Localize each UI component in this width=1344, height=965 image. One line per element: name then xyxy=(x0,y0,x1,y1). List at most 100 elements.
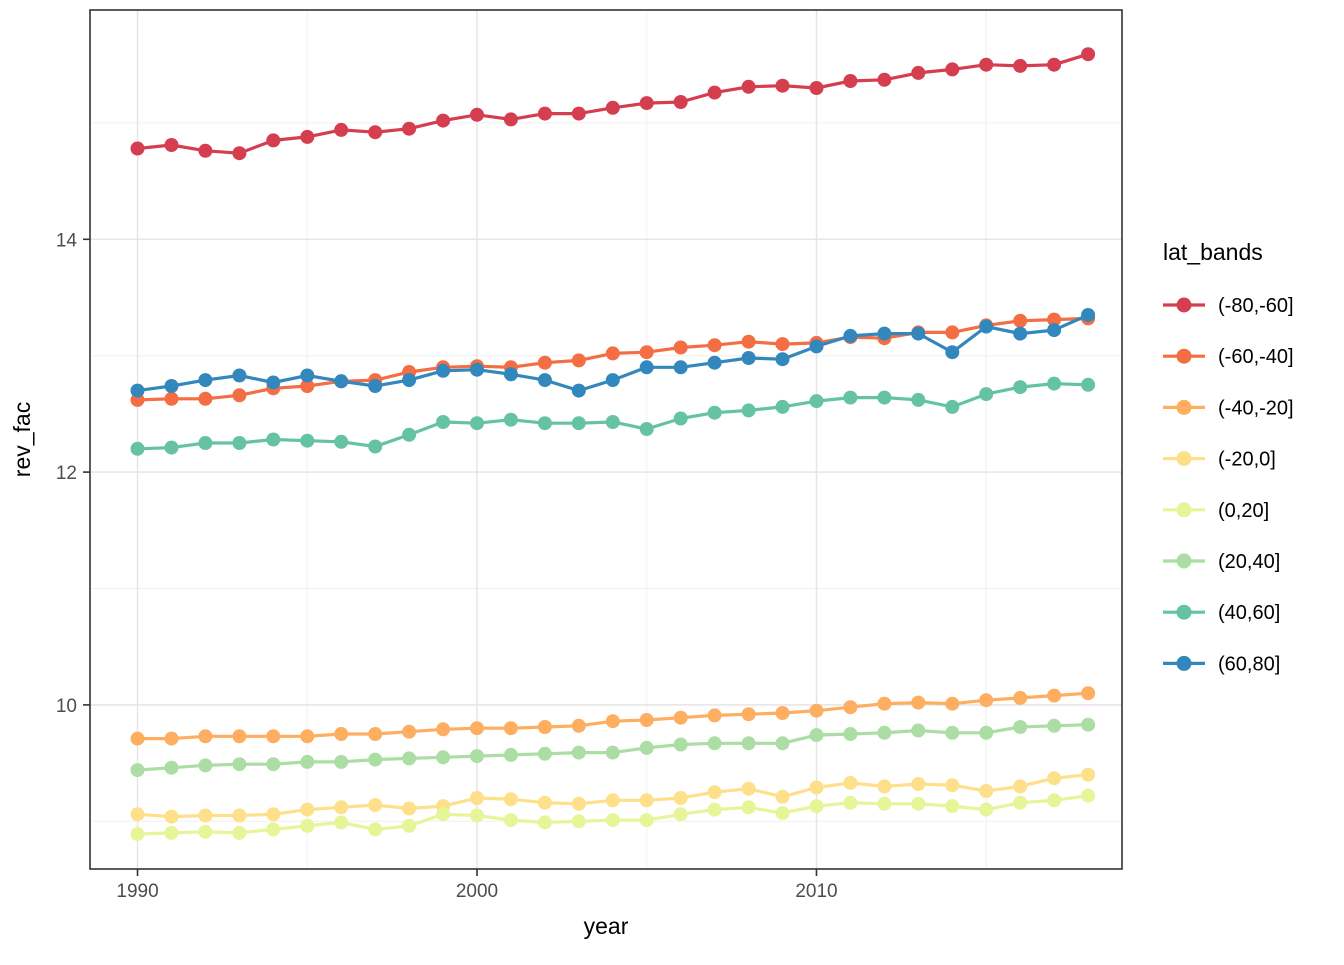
data-point xyxy=(1013,690,1028,705)
x-tick-label: 2000 xyxy=(456,881,498,902)
data-point xyxy=(503,112,518,127)
data-point xyxy=(470,362,484,377)
y-tick-label: 10 xyxy=(56,696,77,717)
data-point xyxy=(945,799,960,814)
legend-key-point xyxy=(1176,502,1192,518)
data-point xyxy=(741,334,756,349)
data-point xyxy=(232,368,247,383)
data-point xyxy=(130,807,145,822)
data-point xyxy=(470,808,484,823)
data-point xyxy=(605,745,620,760)
data-point xyxy=(775,736,790,751)
data-point xyxy=(402,121,417,136)
data-point xyxy=(741,403,756,418)
data-point xyxy=(1081,767,1096,782)
data-point xyxy=(809,780,824,795)
data-point xyxy=(877,796,892,811)
data-point xyxy=(571,745,586,760)
data-point xyxy=(911,65,926,80)
data-point xyxy=(537,373,552,388)
data-point xyxy=(402,724,417,739)
legend-key-point xyxy=(1176,297,1192,313)
data-point xyxy=(402,427,417,442)
data-point xyxy=(775,706,790,720)
data-point xyxy=(673,95,688,109)
data-point xyxy=(164,391,179,406)
data-point xyxy=(809,394,824,409)
data-point xyxy=(843,727,858,741)
data-point xyxy=(741,351,756,365)
data-point xyxy=(1013,779,1028,794)
data-point xyxy=(911,723,926,738)
data-point xyxy=(232,757,247,772)
data-point xyxy=(266,822,281,837)
data-point xyxy=(741,79,756,94)
data-point xyxy=(402,801,417,816)
legend-key-point xyxy=(1176,399,1192,415)
data-point xyxy=(368,752,383,767)
data-point xyxy=(877,390,892,405)
data-point xyxy=(1013,313,1028,328)
data-point xyxy=(334,122,349,137)
data-point xyxy=(503,747,518,762)
data-point xyxy=(368,125,383,140)
data-point xyxy=(266,729,281,744)
data-point xyxy=(537,720,552,734)
data-point xyxy=(843,328,858,343)
data-point xyxy=(571,814,586,829)
data-point xyxy=(945,696,960,711)
legend-key-point xyxy=(1176,451,1192,467)
data-point xyxy=(198,436,213,450)
legend-label: (-60,-40] xyxy=(1218,346,1294,368)
data-point xyxy=(741,707,756,722)
data-point xyxy=(334,815,349,830)
data-point xyxy=(164,138,179,152)
data-point xyxy=(809,799,824,814)
data-point xyxy=(164,760,179,775)
data-point xyxy=(1013,795,1028,810)
data-point xyxy=(300,379,315,393)
data-point xyxy=(266,375,281,390)
data-point xyxy=(402,818,417,833)
data-point xyxy=(198,729,213,744)
data-point xyxy=(1013,380,1028,395)
data-point xyxy=(1047,718,1062,733)
data-point xyxy=(571,106,586,121)
data-point xyxy=(1013,326,1028,341)
data-point xyxy=(334,800,349,815)
data-point xyxy=(707,785,722,800)
data-point xyxy=(877,72,892,87)
data-point xyxy=(368,798,383,812)
data-point xyxy=(436,807,451,822)
data-point xyxy=(809,703,824,718)
data-point xyxy=(1081,47,1096,62)
data-point xyxy=(266,807,281,822)
x-axis-title: year xyxy=(584,913,629,939)
data-point xyxy=(979,57,994,72)
data-point xyxy=(198,373,213,388)
data-point xyxy=(537,746,552,761)
data-point xyxy=(673,360,688,375)
data-point xyxy=(707,405,722,420)
data-point xyxy=(266,432,281,447)
data-point xyxy=(571,416,586,431)
data-point xyxy=(571,796,586,811)
data-point xyxy=(537,355,552,370)
data-point xyxy=(707,708,722,723)
data-point xyxy=(130,731,145,746)
legend-key-point xyxy=(1176,655,1192,671)
data-point xyxy=(639,96,654,111)
data-point xyxy=(673,710,688,725)
data-point xyxy=(537,795,552,810)
legend-key-point xyxy=(1176,348,1192,364)
data-point xyxy=(470,416,484,431)
data-point xyxy=(334,374,349,389)
data-point xyxy=(300,802,315,817)
data-point xyxy=(164,825,179,840)
data-point xyxy=(130,827,145,842)
data-point xyxy=(130,141,145,156)
data-point xyxy=(1047,688,1062,703)
data-point xyxy=(436,113,451,128)
data-point xyxy=(232,388,247,403)
